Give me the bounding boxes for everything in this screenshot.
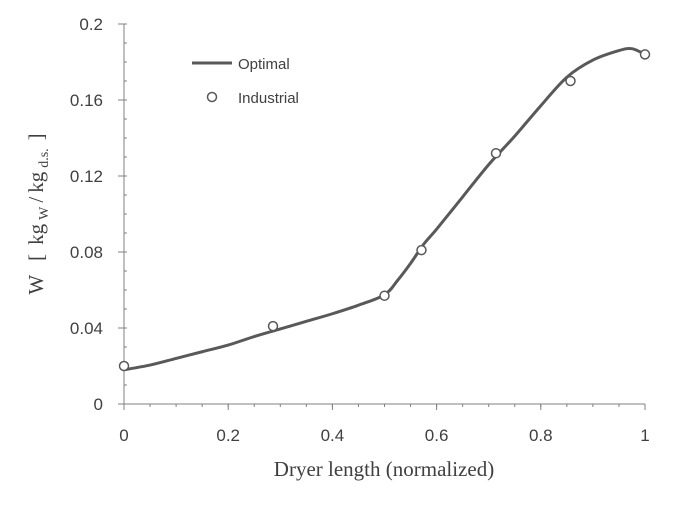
industrial-point bbox=[639, 49, 651, 60]
y-label-close-bracket: ] bbox=[24, 133, 48, 140]
x-tick-label: 0.6 bbox=[425, 426, 449, 445]
industrial-point bbox=[118, 360, 130, 372]
x-tick-label: 0.4 bbox=[321, 426, 345, 445]
x-tick-label: 0.2 bbox=[216, 426, 240, 445]
y-axis-title: W [ kg W / kg d.s. ] bbox=[24, 133, 52, 294]
y-label-sub-1: W bbox=[37, 206, 52, 220]
y-tick-label: 0.04 bbox=[70, 319, 103, 338]
y-tick-label: 0.16 bbox=[70, 91, 103, 110]
series-layer bbox=[118, 46, 651, 372]
x-tick-label: 0.8 bbox=[529, 426, 553, 445]
y-label-kg-2: kg bbox=[24, 171, 48, 193]
legend-marker-industrial bbox=[206, 91, 218, 103]
legend-label-optimal: Optimal bbox=[238, 56, 290, 73]
y-label-kg-1: kg bbox=[24, 223, 48, 245]
x-tick-label: 0 bbox=[119, 426, 128, 445]
industrial-point bbox=[416, 244, 427, 256]
legend-label-industrial: Industrial bbox=[238, 90, 299, 107]
x-tick-label: 1 bbox=[640, 426, 649, 445]
y-label-sub-2: d.s. bbox=[37, 148, 52, 167]
y-axis-title-text: W [ kg W / kg d.s. ] bbox=[24, 133, 52, 294]
industrial-point bbox=[490, 147, 502, 159]
y-label-open-bracket: [ bbox=[24, 254, 48, 261]
industrial-point bbox=[565, 75, 576, 87]
industrial-point bbox=[379, 290, 390, 301]
y-tick-label: 0.12 bbox=[70, 167, 103, 186]
x-ticks: 0 0.2 0.4 0.6 0.8 1 bbox=[119, 404, 650, 445]
y-ticks: 0 0.04 0.08 0.12 0.16 0.2 bbox=[70, 15, 127, 414]
x-axis-title: Dryer length (normalized) bbox=[274, 457, 494, 481]
y-label-symbol: W bbox=[24, 275, 48, 295]
y-label-slash: / bbox=[24, 197, 48, 203]
y-tick-label: 0.08 bbox=[70, 243, 103, 262]
industrial-point bbox=[267, 320, 279, 332]
y-tick-label: 0.2 bbox=[79, 15, 103, 34]
y-tick-label: 0 bbox=[94, 395, 103, 414]
series-line-optimal bbox=[123, 46, 646, 372]
legend: Optimal Industrial bbox=[192, 56, 299, 107]
